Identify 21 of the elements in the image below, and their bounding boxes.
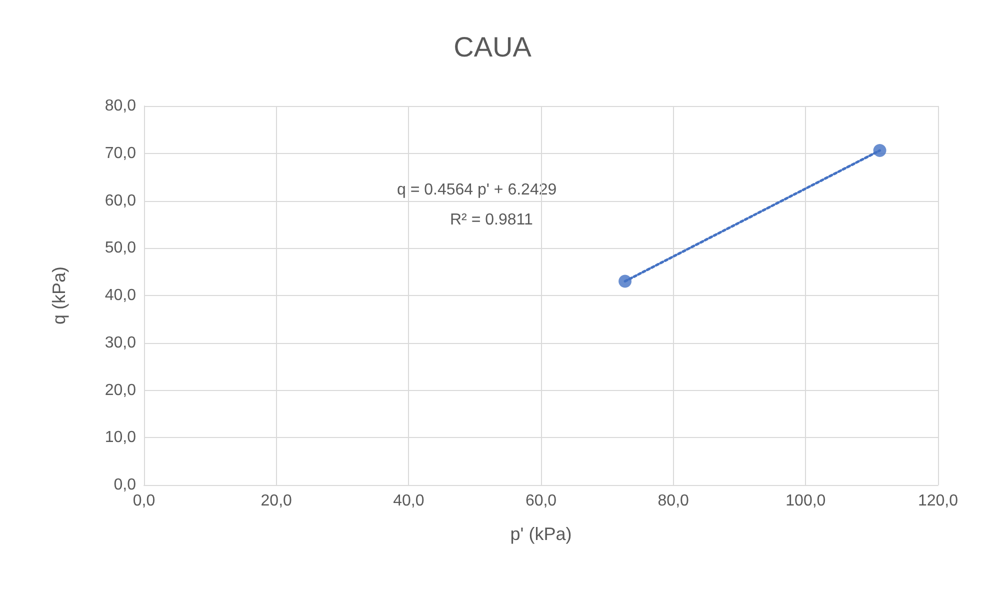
x-tick-label: 60,0 bbox=[525, 492, 557, 510]
x-tick-label: 100,0 bbox=[786, 492, 826, 510]
y-tick-label: 40,0 bbox=[104, 287, 136, 304]
y-tick-label: 10,0 bbox=[104, 429, 136, 446]
y-tick-label: 70,0 bbox=[104, 144, 136, 162]
annotation: q = 0.4564 p' + 6.2429 bbox=[397, 182, 557, 198]
y-tick-label: 80,0 bbox=[104, 98, 136, 114]
chart-title: CAUA bbox=[454, 32, 532, 62]
y-axis-title: q (kPa) bbox=[49, 266, 69, 325]
x-tick-label: 40,0 bbox=[393, 492, 424, 510]
annotation: R² = 0.9811 bbox=[450, 212, 533, 228]
y-tick-label: 0,0 bbox=[114, 476, 136, 494]
x-tick-label: 120,0 bbox=[918, 492, 958, 510]
x-tick-label: 80,0 bbox=[658, 492, 690, 510]
y-tick-label: 50,0 bbox=[104, 240, 136, 257]
y-tick-label: 60,0 bbox=[104, 192, 136, 210]
y-tick-label: 30,0 bbox=[104, 334, 136, 352]
y-tick-label: 20,0 bbox=[104, 382, 136, 399]
x-tick-label: 20,0 bbox=[260, 492, 292, 510]
x-axis-title: p' (kPa) bbox=[510, 524, 572, 544]
x-tick-label: 0,0 bbox=[132, 492, 156, 510]
